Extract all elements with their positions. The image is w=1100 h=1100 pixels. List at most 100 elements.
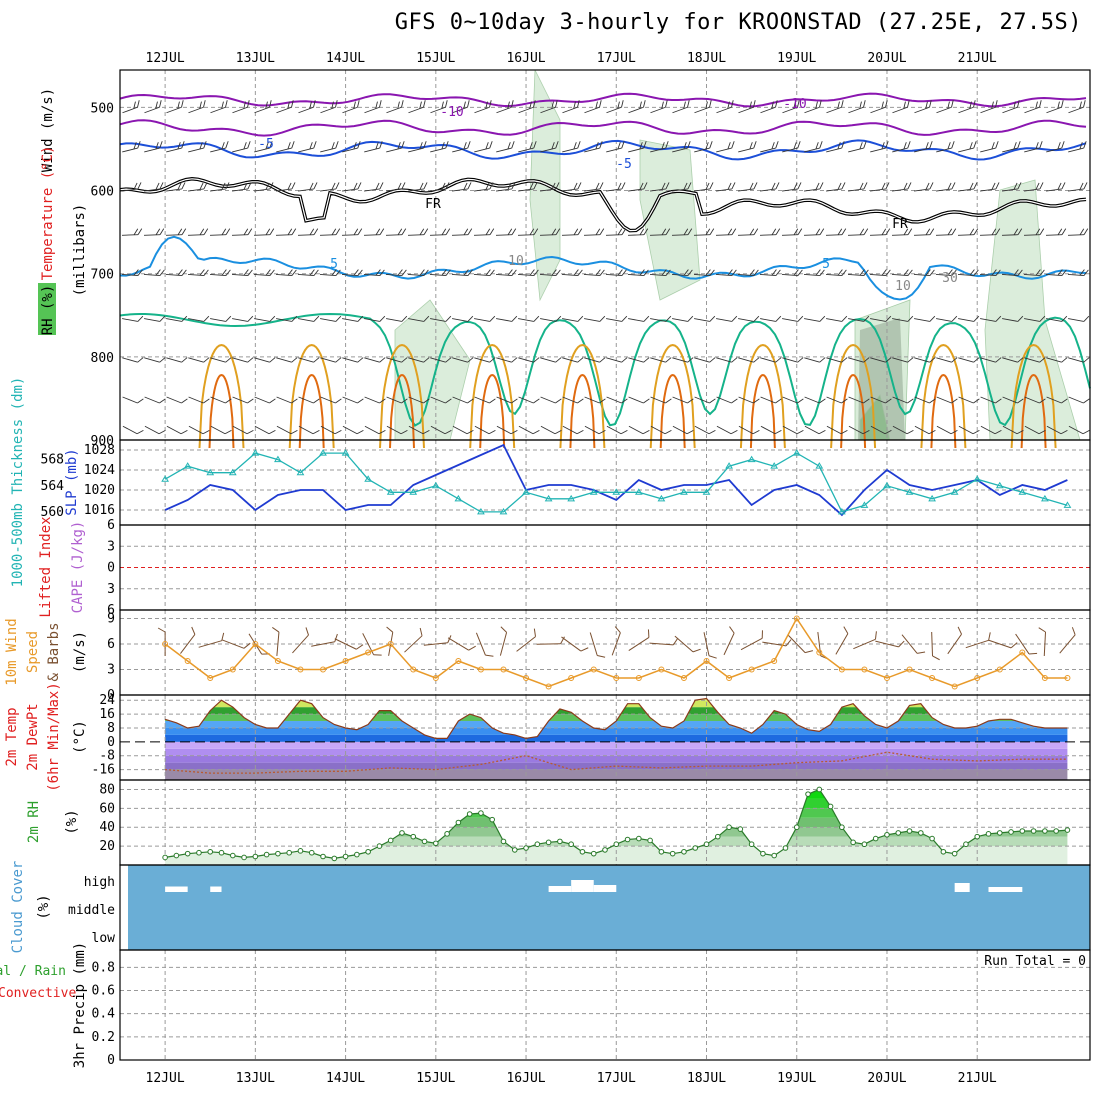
wind-barb-staff bbox=[540, 357, 556, 363]
wind-barb-flag bbox=[287, 101, 290, 109]
wind-barb bbox=[386, 357, 408, 363]
wind-barb-flag bbox=[199, 142, 203, 150]
wind-barb-staff bbox=[1046, 106, 1062, 114]
wind-barb-flag bbox=[643, 182, 648, 190]
wind-barb bbox=[1002, 315, 1024, 322]
wind-barb-staff bbox=[804, 396, 820, 404]
wind-barb bbox=[408, 425, 430, 435]
thickness-marker bbox=[634, 488, 643, 495]
wind-barb-staff bbox=[342, 357, 358, 363]
wind-barb-staff bbox=[738, 147, 754, 153]
wind-barb-staff bbox=[913, 273, 931, 277]
temp-contour-plus15 bbox=[379, 343, 425, 449]
wind-barb-flag bbox=[837, 269, 843, 276]
wind-barb bbox=[1002, 100, 1020, 114]
rh-point bbox=[263, 851, 270, 858]
pressure-tick: 500 bbox=[91, 101, 114, 116]
wind-barb bbox=[1068, 315, 1090, 322]
wind-barb bbox=[430, 141, 449, 153]
wind-barb-flag bbox=[797, 182, 802, 190]
wind-barb-flag bbox=[401, 269, 407, 276]
wind-barb bbox=[451, 228, 473, 236]
wind-barb-flag bbox=[269, 398, 276, 404]
wind-barb-flag bbox=[445, 269, 451, 276]
wind-barb bbox=[386, 425, 408, 435]
wind-barb bbox=[452, 357, 474, 363]
date-label-top: 18JUL bbox=[687, 51, 726, 66]
wind-barb-flag bbox=[1035, 142, 1039, 150]
wind-barb-flag bbox=[771, 182, 776, 190]
wind-barb-staff bbox=[627, 273, 645, 277]
thickness-marker bbox=[680, 488, 688, 495]
wind-barb bbox=[474, 396, 496, 404]
wind-barb bbox=[781, 228, 803, 236]
wind-tick: 9 bbox=[107, 612, 115, 627]
wind-barb bbox=[694, 425, 716, 435]
rh-tick: 80 bbox=[99, 782, 115, 797]
wind-barb bbox=[496, 396, 518, 404]
wind-barb-staff bbox=[364, 396, 380, 404]
surface-wind-barb-flag bbox=[917, 651, 926, 654]
wind-barb-flag bbox=[903, 101, 906, 109]
wind-barb-flag bbox=[181, 228, 187, 235]
wind-barb-staff bbox=[188, 188, 204, 192]
thickness-marker bbox=[928, 494, 936, 502]
wind-barb-flag bbox=[797, 228, 803, 235]
wind-barb-flag bbox=[1039, 398, 1046, 404]
wind-barb bbox=[210, 357, 232, 363]
surface-wind-barb bbox=[965, 632, 991, 649]
wind-barb-flag bbox=[1039, 269, 1045, 276]
wind-barb-flag bbox=[290, 429, 298, 435]
wind-barb-flag bbox=[203, 182, 208, 190]
wind-barb-staff bbox=[650, 147, 666, 153]
wind-barb-staff bbox=[386, 357, 402, 363]
wind-barb bbox=[254, 357, 276, 363]
wind-barb-flag bbox=[617, 269, 623, 276]
wind-barb-flag bbox=[796, 429, 804, 435]
wind-barb-flag bbox=[859, 228, 865, 236]
wind-barb bbox=[935, 228, 957, 236]
wind-barb-flag bbox=[291, 100, 294, 108]
wind-barb-flag bbox=[287, 142, 291, 150]
wind-barb-flag bbox=[841, 398, 848, 404]
wind-barb bbox=[342, 396, 364, 404]
wind-barb-staff bbox=[826, 188, 842, 192]
wind-barb bbox=[496, 100, 514, 114]
date-label-top: 19JUL bbox=[777, 51, 816, 66]
surface-wind-barb bbox=[423, 635, 452, 646]
temp-contour-plus20 bbox=[479, 373, 506, 449]
wind-barb-flag bbox=[639, 269, 645, 276]
wind-barb-flag bbox=[203, 228, 209, 235]
wind-barb-flag bbox=[445, 100, 448, 108]
rh-point bbox=[455, 819, 462, 826]
wind-barb bbox=[980, 357, 1002, 363]
wind-barb bbox=[826, 315, 848, 322]
wind-barb-flag bbox=[643, 398, 650, 404]
thickness-marker bbox=[386, 488, 395, 495]
surface-wind-barb-staff bbox=[723, 632, 735, 656]
rh-point bbox=[872, 835, 879, 842]
wind-barb-staff bbox=[958, 188, 974, 192]
rh-point bbox=[590, 850, 597, 857]
wind-barb-flag bbox=[752, 429, 760, 435]
wind-barb bbox=[364, 182, 384, 192]
wind-barb bbox=[694, 357, 716, 363]
wind-barb-staff bbox=[1024, 396, 1040, 404]
wind-barb-staff bbox=[1001, 273, 1019, 277]
wind-barb-staff bbox=[760, 357, 776, 363]
surface-wind-barb bbox=[516, 628, 536, 652]
wind-barb-flag bbox=[1017, 398, 1024, 404]
wind-barb-flag bbox=[181, 398, 188, 404]
wind-barb-flag bbox=[533, 100, 536, 108]
wind-barb-flag bbox=[885, 357, 892, 363]
wind-barb-staff bbox=[275, 273, 293, 277]
wind-barb-flag bbox=[287, 182, 292, 190]
date-label-bottom: 16JUL bbox=[506, 1071, 545, 1086]
wind-barb-flag bbox=[727, 101, 730, 109]
rh-point bbox=[308, 849, 315, 856]
surface-wind-barb-staff bbox=[931, 631, 934, 657]
wind-barb bbox=[1046, 315, 1068, 322]
wind-barb-staff bbox=[188, 147, 204, 153]
wind-barb bbox=[848, 357, 870, 363]
wind-barb-flag bbox=[991, 228, 997, 236]
